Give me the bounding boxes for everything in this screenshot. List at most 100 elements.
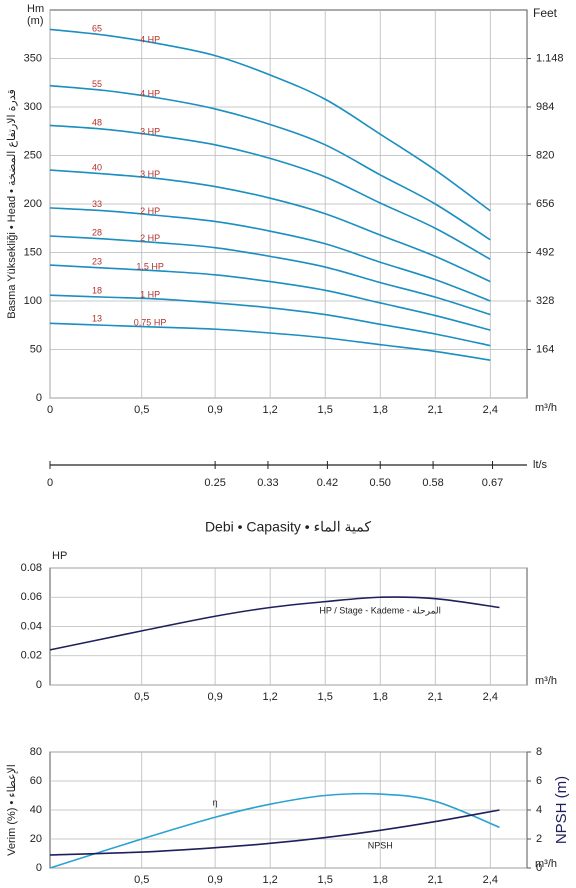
y-tick-label: 150 bbox=[24, 246, 42, 258]
stage-label: 33 bbox=[92, 199, 102, 209]
x-tick-label: 1,5 bbox=[318, 874, 333, 886]
curve bbox=[49, 809, 500, 856]
x-tick-label: 2,1 bbox=[428, 874, 443, 886]
curve bbox=[49, 124, 491, 260]
stage-label: 18 bbox=[92, 285, 102, 295]
y2-tick-label: 164 bbox=[536, 343, 554, 355]
y-tick-label: 350 bbox=[24, 52, 42, 64]
x-tick-label: 2,4 bbox=[483, 404, 498, 416]
hp-label: 1,5 HP bbox=[136, 261, 164, 271]
x-tick-label: 2,4 bbox=[483, 874, 498, 886]
series-label: HP / Stage - Kademe - المرحلة bbox=[319, 606, 441, 617]
stage-label: 48 bbox=[92, 118, 102, 128]
stage-label: 40 bbox=[92, 162, 102, 172]
curve bbox=[49, 235, 491, 316]
y-tick-label: 0 bbox=[36, 392, 42, 404]
x-tick-label: 1,5 bbox=[318, 404, 333, 416]
y2-tick-label: 820 bbox=[536, 149, 554, 161]
curve bbox=[49, 596, 500, 651]
series-label: NPSH bbox=[368, 841, 393, 851]
axis-unit: lt/s bbox=[533, 459, 548, 471]
hp-label: 1 HP bbox=[140, 289, 160, 299]
y2-tick-label: 1.148 bbox=[536, 52, 564, 64]
hp-label: 4 HP bbox=[140, 34, 160, 44]
y-unit: (m) bbox=[27, 15, 44, 27]
y2-title: NPSH (m) bbox=[553, 776, 570, 844]
y2-unit: Feet bbox=[533, 6, 558, 20]
y-unit: Hm bbox=[27, 3, 44, 15]
hp-label: 0,75 HP bbox=[134, 318, 167, 328]
x-tick-label: 0.67 bbox=[482, 477, 503, 489]
y-tick-label: 20 bbox=[30, 833, 42, 845]
stage-label: 28 bbox=[92, 227, 102, 237]
y-title: Basma Yüksekliği • Head • قدرة الارتفاع … bbox=[6, 89, 18, 319]
x-tick-label: 0.42 bbox=[317, 477, 338, 489]
y2-tick-label: 4 bbox=[536, 804, 542, 816]
stage-label: 13 bbox=[92, 314, 102, 324]
y2-tick-label: 984 bbox=[536, 101, 554, 113]
x-tick-label: 0.50 bbox=[370, 477, 391, 489]
x-tick-label: 0,5 bbox=[134, 404, 149, 416]
y-tick-label: 40 bbox=[30, 804, 42, 816]
x-tick-label: 2,1 bbox=[428, 691, 443, 703]
y-tick-label: 0.06 bbox=[21, 591, 42, 603]
y-tick-label: 0.02 bbox=[21, 650, 42, 662]
x-tick-label: 1,2 bbox=[263, 874, 278, 886]
y2-tick-label: 328 bbox=[536, 295, 554, 307]
hp-label: 3 HP bbox=[140, 126, 160, 136]
y-tick-label: 100 bbox=[24, 295, 42, 307]
y2-tick-label: 2 bbox=[536, 833, 542, 845]
y2-tick-label: 656 bbox=[536, 198, 554, 210]
x-unit: m³/h bbox=[535, 402, 557, 414]
x-unit: m³/h bbox=[535, 675, 557, 687]
x-tick-label: 0.58 bbox=[422, 477, 443, 489]
y-tick-label: 50 bbox=[30, 343, 42, 355]
x-tick-label: 0 bbox=[47, 477, 53, 489]
hp-label: 2 HP bbox=[140, 233, 160, 243]
y-unit: HP bbox=[52, 550, 67, 562]
x-unit: m³/h bbox=[535, 858, 557, 870]
y-tick-label: 0.04 bbox=[21, 620, 42, 632]
stage-label: 23 bbox=[92, 256, 102, 266]
y2-tick-label: 8 bbox=[536, 746, 542, 758]
curve bbox=[49, 207, 491, 302]
y-tick-label: 0.08 bbox=[21, 562, 42, 574]
stage-label: 55 bbox=[92, 79, 102, 89]
x-tick-label: 1,2 bbox=[263, 404, 278, 416]
curve bbox=[49, 294, 491, 347]
x-tick-label: 1,8 bbox=[373, 874, 388, 886]
caption: Debi • Capasity • كمية الماء bbox=[205, 519, 371, 535]
hp-label: 4 HP bbox=[140, 89, 160, 99]
curve bbox=[49, 28, 491, 212]
y2-tick-label: 6 bbox=[536, 775, 542, 787]
x-tick-label: 2,4 bbox=[483, 691, 498, 703]
hp-label: 2 HP bbox=[140, 206, 160, 216]
y-tick-label: 250 bbox=[24, 149, 42, 161]
x-tick-label: 1,8 bbox=[373, 404, 388, 416]
curve bbox=[49, 264, 491, 331]
y-tick-label: 300 bbox=[24, 101, 42, 113]
x-tick-label: 1,8 bbox=[373, 691, 388, 703]
x-tick-label: 2,1 bbox=[428, 404, 443, 416]
y-tick-label: 0 bbox=[36, 679, 42, 691]
y-tick-label: 60 bbox=[30, 775, 42, 787]
curve bbox=[49, 322, 491, 361]
y2-tick-label: 0 bbox=[536, 862, 542, 874]
y-tick-label: 80 bbox=[30, 746, 42, 758]
stage-label: 65 bbox=[92, 24, 102, 34]
y-title: Verim (%) • الإعطاء bbox=[6, 764, 18, 856]
x-tick-label: 0,5 bbox=[134, 691, 149, 703]
hp-label: 3 HP bbox=[140, 169, 160, 179]
x-tick-label: 1,5 bbox=[318, 691, 333, 703]
curve bbox=[49, 792, 500, 869]
y-tick-label: 200 bbox=[24, 198, 42, 210]
x-tick-label: 0,9 bbox=[207, 691, 222, 703]
y-tick-label: 0 bbox=[36, 862, 42, 874]
x-tick-label: 0 bbox=[47, 404, 53, 416]
x-tick-label: 0,9 bbox=[207, 404, 222, 416]
curve bbox=[49, 169, 491, 283]
curve bbox=[49, 84, 491, 241]
x-tick-label: 0,9 bbox=[207, 874, 222, 886]
x-tick-label: 0,5 bbox=[134, 874, 149, 886]
